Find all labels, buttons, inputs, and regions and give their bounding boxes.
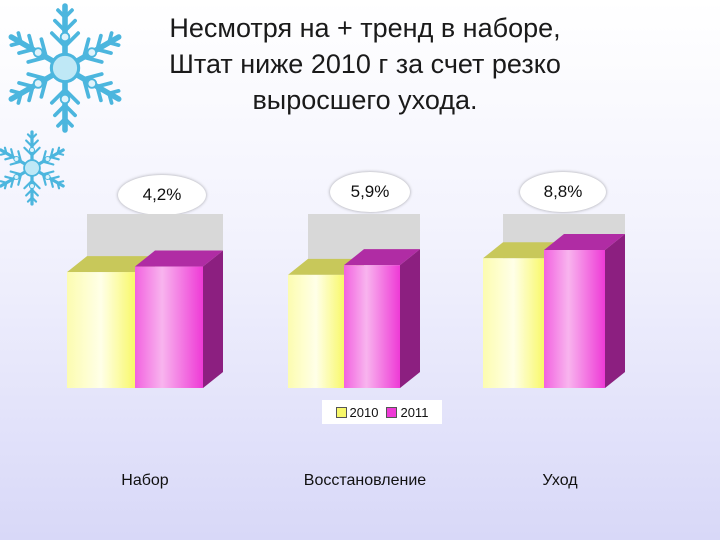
bar-group-1 xyxy=(288,214,420,388)
bar-side xyxy=(605,234,625,388)
legend-item-2010: 2010 xyxy=(335,404,379,420)
category-label-ukhod: Уход xyxy=(542,472,578,489)
pct-label-ukhod: 8,8% xyxy=(520,172,606,212)
bar-side xyxy=(400,249,420,388)
bar-top xyxy=(483,242,564,259)
category-label-nabor: Набор xyxy=(121,472,169,489)
legend-item-2011: 2011 xyxy=(386,405,428,420)
title-line-3: выросшего ухода. xyxy=(252,85,478,115)
legend-swatch-2011 xyxy=(386,406,398,418)
legend-label-2011: 2011 xyxy=(400,404,429,420)
chart-legend: 2010 2011 xyxy=(322,400,442,424)
snowflake-small-icon xyxy=(0,130,65,206)
bar-group-2 xyxy=(483,214,625,388)
bar-front xyxy=(135,266,203,388)
snowflake-large-icon xyxy=(8,3,122,133)
title-line-2: Штат ниже 2010 г за счет резко xyxy=(169,49,561,79)
bar-front xyxy=(544,250,605,388)
bar-group-0 xyxy=(67,214,223,388)
pct-label-vosstanovlenie: 5,9% xyxy=(330,172,410,212)
bar-side xyxy=(203,250,223,388)
bar-front xyxy=(483,258,544,388)
bar-top xyxy=(544,234,625,250)
title-line-1: Несмотря на + тренд в наборе, xyxy=(169,13,561,43)
bar-top xyxy=(67,256,155,273)
page-title: Несмотря на + тренд в наборе, Штат ниже … xyxy=(95,10,635,118)
bar-top xyxy=(344,249,420,266)
category-label-vosstanovlenie: Восстановление xyxy=(303,472,427,489)
bar-top xyxy=(135,250,223,267)
legend-label-2010: 2010 xyxy=(349,404,379,420)
bar-2011-1 xyxy=(344,249,420,388)
bar-2011-2 xyxy=(544,234,625,388)
bar-front xyxy=(67,272,135,388)
bar-2011-0 xyxy=(135,250,223,388)
pct-label-nabor: 4,2% xyxy=(118,175,206,215)
bar-front xyxy=(288,274,344,388)
legend-swatch-2010 xyxy=(335,406,347,418)
bar-front xyxy=(344,265,400,388)
